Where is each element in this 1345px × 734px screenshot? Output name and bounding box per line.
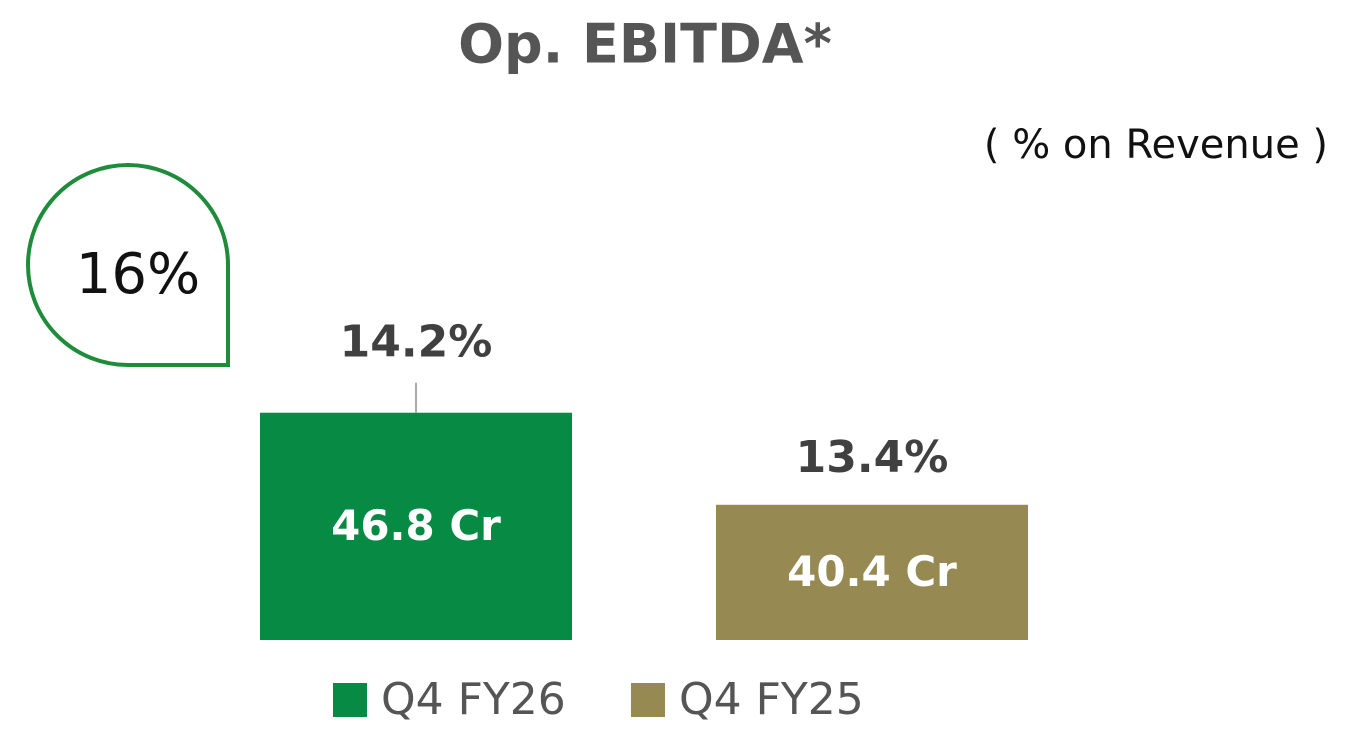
legend-label: Q4 FY25	[679, 674, 864, 725]
bar-value-label: 40.4 Cr	[787, 547, 957, 596]
callout-text: 16%	[76, 242, 200, 307]
margin-label: 14.2%	[340, 317, 493, 368]
legend-swatch	[631, 683, 665, 717]
bar-value-label: 46.8 Cr	[331, 501, 501, 550]
legend-label: Q4 FY26	[381, 674, 566, 725]
bar	[260, 412, 572, 640]
chart-title: Op. EBITDA*	[458, 13, 832, 76]
legend-swatch	[333, 683, 367, 717]
chart-subtitle: ( % on Revenue )	[984, 122, 1328, 168]
bar	[716, 504, 1028, 640]
margin-label: 13.4%	[796, 432, 949, 483]
callout-shape	[26, 163, 230, 367]
